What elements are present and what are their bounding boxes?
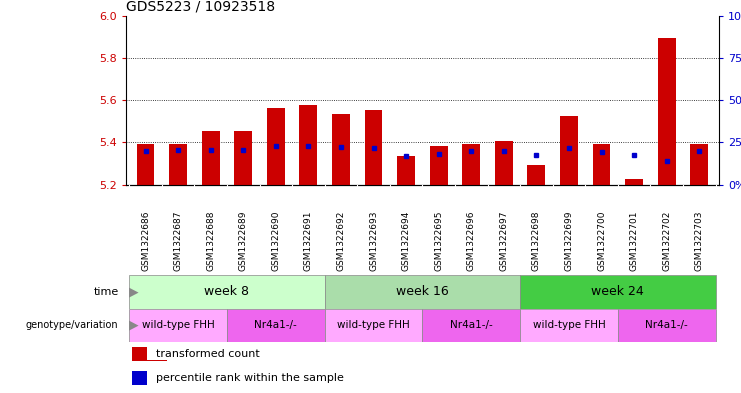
Bar	[422, 309, 520, 342]
Bar	[234, 131, 252, 185]
Bar	[397, 156, 415, 185]
Text: week 8: week 8	[205, 285, 250, 298]
Bar	[299, 105, 317, 185]
Bar	[462, 143, 480, 185]
Bar	[136, 143, 154, 185]
Text: GSM1322699: GSM1322699	[565, 210, 574, 270]
Bar	[129, 309, 227, 342]
Text: Nr4a1-/-: Nr4a1-/-	[645, 320, 688, 330]
Text: GSM1322691: GSM1322691	[304, 210, 313, 270]
Text: genotype/variation: genotype/variation	[26, 320, 119, 330]
Bar	[593, 143, 611, 185]
Text: week 24: week 24	[591, 285, 644, 298]
Bar	[132, 360, 167, 361]
Text: time: time	[93, 287, 119, 297]
Bar	[430, 146, 448, 185]
Bar	[325, 275, 520, 309]
Text: ▶: ▶	[125, 285, 139, 298]
Text: GSM1322694: GSM1322694	[402, 210, 411, 270]
Text: GSM1322698: GSM1322698	[532, 210, 541, 270]
Bar	[658, 38, 676, 185]
Text: GSM1322687: GSM1322687	[173, 210, 182, 270]
Bar	[267, 108, 285, 185]
Text: GSM1322686: GSM1322686	[141, 210, 150, 270]
Text: wild-type FHH: wild-type FHH	[533, 320, 605, 330]
Text: GSM1322701: GSM1322701	[630, 210, 639, 270]
Bar	[332, 114, 350, 185]
Text: week 16: week 16	[396, 285, 449, 298]
Bar	[520, 275, 716, 309]
Text: GSM1322688: GSM1322688	[206, 210, 215, 270]
Bar	[520, 309, 618, 342]
Bar	[528, 165, 545, 185]
Text: GDS5223 / 10923518: GDS5223 / 10923518	[126, 0, 275, 13]
Text: GSM1322697: GSM1322697	[499, 210, 508, 270]
Text: GSM1322703: GSM1322703	[695, 210, 704, 270]
Text: Nr4a1-/-: Nr4a1-/-	[450, 320, 493, 330]
Text: wild-type FHH: wild-type FHH	[337, 320, 410, 330]
Bar	[132, 347, 147, 361]
Bar	[495, 141, 513, 185]
Bar	[618, 309, 716, 342]
Bar	[325, 309, 422, 342]
Text: GSM1322689: GSM1322689	[239, 210, 247, 270]
Bar	[132, 371, 147, 385]
Text: wild-type FHH: wild-type FHH	[142, 320, 214, 330]
Text: GSM1322695: GSM1322695	[434, 210, 443, 270]
Text: GSM1322692: GSM1322692	[336, 210, 345, 270]
Bar	[227, 309, 325, 342]
Bar	[625, 180, 643, 185]
Bar	[129, 275, 325, 309]
Bar	[691, 143, 708, 185]
Text: transformed count: transformed count	[156, 349, 259, 359]
Text: GSM1322696: GSM1322696	[467, 210, 476, 270]
Text: GSM1322702: GSM1322702	[662, 210, 671, 270]
Text: GSM1322700: GSM1322700	[597, 210, 606, 270]
Bar	[169, 143, 187, 185]
Bar	[365, 110, 382, 185]
Text: GSM1322693: GSM1322693	[369, 210, 378, 270]
Text: Nr4a1-/-: Nr4a1-/-	[254, 320, 297, 330]
Text: GSM1322690: GSM1322690	[271, 210, 280, 270]
Text: percentile rank within the sample: percentile rank within the sample	[156, 373, 344, 383]
Text: ▶: ▶	[125, 319, 139, 332]
Bar	[202, 131, 219, 185]
Bar	[560, 116, 578, 185]
